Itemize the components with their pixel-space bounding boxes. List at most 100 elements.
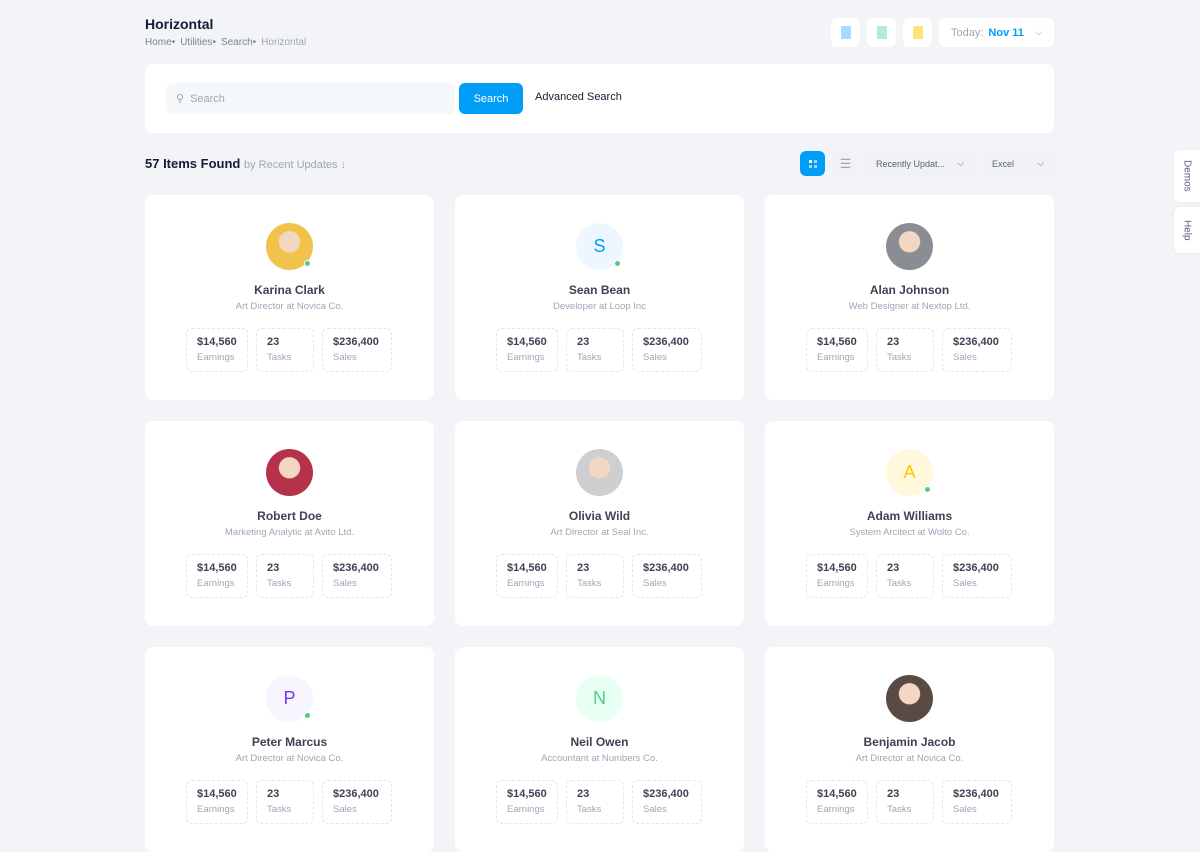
user-stats: $14,560 Earnings 23 Tasks $236,400 Sales [806, 554, 1012, 598]
user-name[interactable]: Adam Williams [866, 509, 953, 523]
user-stats: $14,560 Earnings 23 Tasks $236,400 Sales [806, 328, 1012, 372]
stat-sales: $236,400 Sales [322, 780, 392, 824]
user-name[interactable]: Neil Owen [570, 735, 629, 749]
user-stats: $14,560 Earnings 23 Tasks $236,400 Sales [806, 780, 1012, 824]
user-role: Art Director at Seal Inc. [550, 527, 649, 538]
file-text-button[interactable] [903, 18, 932, 47]
export-select[interactable]: Excel ⌵ [982, 151, 1054, 176]
avatar: P [266, 675, 313, 722]
user-stats: $14,560 Earnings 23 Tasks $236,400 Sales [496, 780, 702, 824]
grid-view-button[interactable] [800, 151, 825, 176]
stat-earnings: $14,560 Earnings [496, 554, 558, 598]
stat-sales: $236,400 Sales [632, 328, 702, 372]
advanced-search-link[interactable]: Advanced Search [535, 91, 622, 103]
stat-sales: $236,400 Sales [632, 780, 702, 824]
avatar [266, 223, 313, 270]
date-label: Today: [951, 26, 984, 39]
page-title: Horizontal [145, 16, 214, 32]
stat-tasks: 23 Tasks [256, 780, 314, 824]
user-card[interactable]: Benjamin Jacob Art Director at Novica Co… [765, 647, 1054, 852]
search-placeholder: Search [190, 92, 225, 105]
search-card: ⚲ Search Search Advanced Search [145, 64, 1054, 133]
demos-tab[interactable]: Demos [1174, 150, 1200, 202]
stat-tasks: 23 Tasks [876, 780, 934, 824]
user-name[interactable]: Benjamin Jacob [863, 735, 956, 749]
file-add-button[interactable] [867, 18, 896, 47]
grid-icon [808, 159, 817, 168]
user-role: Art Director at Novica Co. [235, 753, 344, 764]
results-count: 57 Items Found by Recent Updates ↓ [145, 156, 347, 171]
user-name[interactable]: Alan Johnson [869, 283, 950, 297]
user-stats: $14,560 Earnings 23 Tasks $236,400 Sales [186, 554, 392, 598]
date-picker[interactable]: Today: Nov 11 ⌵ [939, 18, 1054, 47]
chevron-down-icon: ⌵ [1037, 158, 1044, 168]
stat-earnings: $14,560 Earnings [806, 780, 868, 824]
user-role: Developer at Loop Inc [553, 301, 646, 312]
user-role: Marketing Analytic at Avito Ltd. [224, 527, 355, 538]
results-controls: ☰ Recently Updat... ⌵ Excel ⌵ [800, 151, 1054, 176]
breadcrumb-home[interactable]: Home• [145, 37, 176, 48]
stat-earnings: $14,560 Earnings [496, 328, 558, 372]
user-name[interactable]: Olivia Wild [568, 509, 631, 523]
breadcrumb: Home• Utilities• Search• Horizontal [145, 37, 306, 48]
list-view-button[interactable]: ☰ [833, 151, 858, 176]
avatar [576, 449, 623, 496]
file-check-button[interactable] [831, 18, 860, 47]
online-status-dot [924, 486, 931, 493]
sort-indicator[interactable]: by Recent Updates ↓ [243, 159, 347, 171]
file-text-icon [912, 26, 923, 39]
breadcrumb-search[interactable]: Search• [220, 37, 257, 48]
file-check-icon [840, 26, 851, 39]
date-value: Nov 11 [988, 26, 1024, 39]
stat-tasks: 23 Tasks [256, 554, 314, 598]
stat-tasks: 23 Tasks [566, 554, 624, 598]
avatar: A [886, 449, 933, 496]
breadcrumb-utilities[interactable]: Utilities• [180, 37, 216, 48]
avatar [266, 449, 313, 496]
user-name[interactable]: Robert Doe [257, 509, 322, 523]
user-name[interactable]: Peter Marcus [251, 735, 328, 749]
user-card[interactable]: Karina Clark Art Director at Novica Co. … [145, 195, 434, 400]
search-input[interactable]: ⚲ Search [166, 83, 455, 114]
stat-earnings: $14,560 Earnings [806, 328, 868, 372]
user-card[interactable]: N Neil Owen Accountant at Numbers Co. $1… [455, 647, 744, 852]
user-name[interactable]: Karina Clark [254, 283, 325, 297]
user-role: Accountant at Numbers Co. [541, 753, 658, 764]
user-role: Web Designer at Nextop Ltd. [848, 301, 971, 312]
user-stats: $14,560 Earnings 23 Tasks $236,400 Sales [186, 328, 392, 372]
avatar [886, 675, 933, 722]
user-stats: $14,560 Earnings 23 Tasks $236,400 Sales [186, 780, 392, 824]
user-stats: $14,560 Earnings 23 Tasks $236,400 Sales [496, 328, 702, 372]
stat-sales: $236,400 Sales [942, 554, 1012, 598]
user-card[interactable]: A Adam Williams System Arcitect at Wolto… [765, 421, 1054, 626]
chevron-down-icon: ⌵ [957, 158, 964, 168]
user-role: Art Director at Novica Co. [235, 301, 344, 312]
user-role: System Arcitect at Wolto Co. [849, 527, 970, 538]
search-icon: ⚲ [176, 93, 185, 105]
list-icon: ☰ [839, 155, 852, 171]
stat-tasks: 23 Tasks [876, 328, 934, 372]
stat-sales: $236,400 Sales [632, 554, 702, 598]
user-card[interactable]: S Sean Bean Developer at Loop Inc $14,56… [455, 195, 744, 400]
sort-select[interactable]: Recently Updat... ⌵ [866, 151, 974, 176]
user-card[interactable]: P Peter Marcus Art Director at Novica Co… [145, 647, 434, 852]
stat-sales: $236,400 Sales [942, 780, 1012, 824]
avatar [886, 223, 933, 270]
stat-tasks: 23 Tasks [256, 328, 314, 372]
help-tab[interactable]: Help [1174, 207, 1200, 253]
user-role: Art Director at Novica Co. [855, 753, 964, 764]
online-status-dot [614, 260, 621, 267]
search-button[interactable]: Search [459, 83, 523, 114]
breadcrumb-current: Horizontal [261, 37, 307, 48]
user-card[interactable]: Alan Johnson Web Designer at Nextop Ltd.… [765, 195, 1054, 400]
user-card[interactable]: Robert Doe Marketing Analytic at Avito L… [145, 421, 434, 626]
user-card[interactable]: Olivia Wild Art Director at Seal Inc. $1… [455, 421, 744, 626]
stat-sales: $236,400 Sales [322, 554, 392, 598]
avatar: N [576, 675, 623, 722]
avatar: S [576, 223, 623, 270]
user-card-grid: Karina Clark Art Director at Novica Co. … [145, 195, 1054, 852]
toolbar: Today: Nov 11 ⌵ [831, 18, 1054, 47]
user-name[interactable]: Sean Bean [568, 283, 631, 297]
chevron-down-icon: ⌵ [1035, 27, 1042, 37]
stat-tasks: 23 Tasks [876, 554, 934, 598]
